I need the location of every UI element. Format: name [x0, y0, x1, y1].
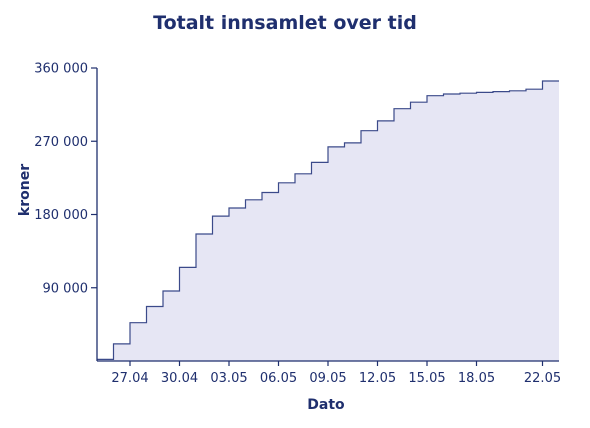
x-tick-label: 15.05 [408, 371, 445, 386]
x-tick-label: 06.05 [260, 371, 297, 386]
x-tick-label: 03.05 [210, 371, 247, 386]
y-tick-label: 360 000 [34, 62, 88, 77]
x-tick-label: 30.04 [161, 371, 198, 386]
y-tick-label: 90 000 [43, 281, 89, 296]
y-tick-label: 270 000 [34, 135, 88, 150]
x-ticks: 27.04 30.04 03.05 06.05 09.05 12.05 15.05 18.05… [111, 361, 561, 386]
x-axis-title: Dato [307, 397, 345, 413]
x-tick-label: 09.05 [309, 371, 346, 386]
y-tick-label: 180 000 [34, 208, 88, 223]
y-axis-title: kroner [17, 164, 33, 216]
x-tick-label: 22.05 [524, 371, 561, 386]
x-tick-label: 27.04 [111, 371, 148, 386]
y-ticks: 90 000 180 000 270 000 360 000 [34, 62, 97, 296]
x-tick-label: 12.05 [359, 371, 396, 386]
chart-title: Totalt innsamlet over tid [153, 12, 417, 34]
step-line [97, 80, 559, 360]
x-tick-label: 18.05 [458, 371, 495, 386]
step-area [97, 81, 559, 361]
